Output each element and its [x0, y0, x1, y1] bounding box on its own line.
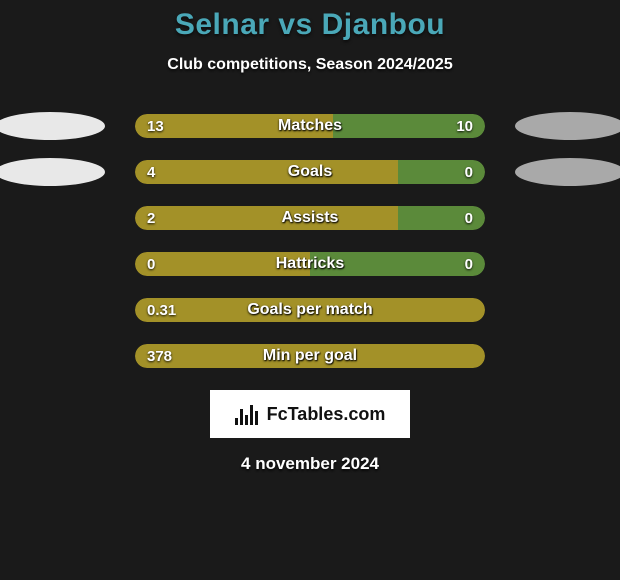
stat-bar: 0Hattricks0 — [135, 252, 485, 276]
player2-name: Djanbou — [322, 8, 446, 41]
team-badge-right — [515, 158, 620, 186]
stat-label: Assists — [135, 206, 485, 230]
title-vs: vs — [278, 8, 312, 41]
stat-bar: 0.31Goals per match — [135, 298, 485, 322]
stat-label: Hattricks — [135, 252, 485, 276]
comparison-card: Selnar vs Djanbou Club competitions, Sea… — [0, 0, 620, 474]
stat-label: Min per goal — [135, 344, 485, 368]
logo-box: FcTables.com — [210, 390, 410, 438]
stat-row: 0.31Goals per match — [0, 298, 620, 322]
stat-bar: 4Goals0 — [135, 160, 485, 184]
page-title: Selnar vs Djanbou — [0, 8, 620, 42]
stat-row: 2Assists0 — [0, 206, 620, 230]
stat-row: 13Matches10 — [0, 114, 620, 138]
team-badge-right — [515, 112, 620, 140]
stat-right-value: 0 — [465, 252, 473, 276]
stat-label: Goals per match — [135, 298, 485, 322]
stat-right-value: 0 — [465, 160, 473, 184]
bar-chart-icon — [235, 403, 261, 425]
stat-row: 0Hattricks0 — [0, 252, 620, 276]
team-badge-left — [0, 158, 105, 186]
stat-right-value: 10 — [456, 114, 473, 138]
stat-row: 378Min per goal — [0, 344, 620, 368]
stat-bar: 378Min per goal — [135, 344, 485, 368]
stat-row: 4Goals0 — [0, 160, 620, 184]
player1-name: Selnar — [175, 8, 270, 41]
subtitle: Club competitions, Season 2024/2025 — [0, 56, 620, 74]
date-text: 4 november 2024 — [0, 454, 620, 474]
team-badge-left — [0, 112, 105, 140]
stat-bar: 2Assists0 — [135, 206, 485, 230]
stat-bar: 13Matches10 — [135, 114, 485, 138]
stat-label: Goals — [135, 160, 485, 184]
stat-label: Matches — [135, 114, 485, 138]
stat-right-value: 0 — [465, 206, 473, 230]
logo-text: FcTables.com — [267, 404, 386, 425]
stats-list: 13Matches104Goals02Assists00Hattricks00.… — [0, 114, 620, 368]
